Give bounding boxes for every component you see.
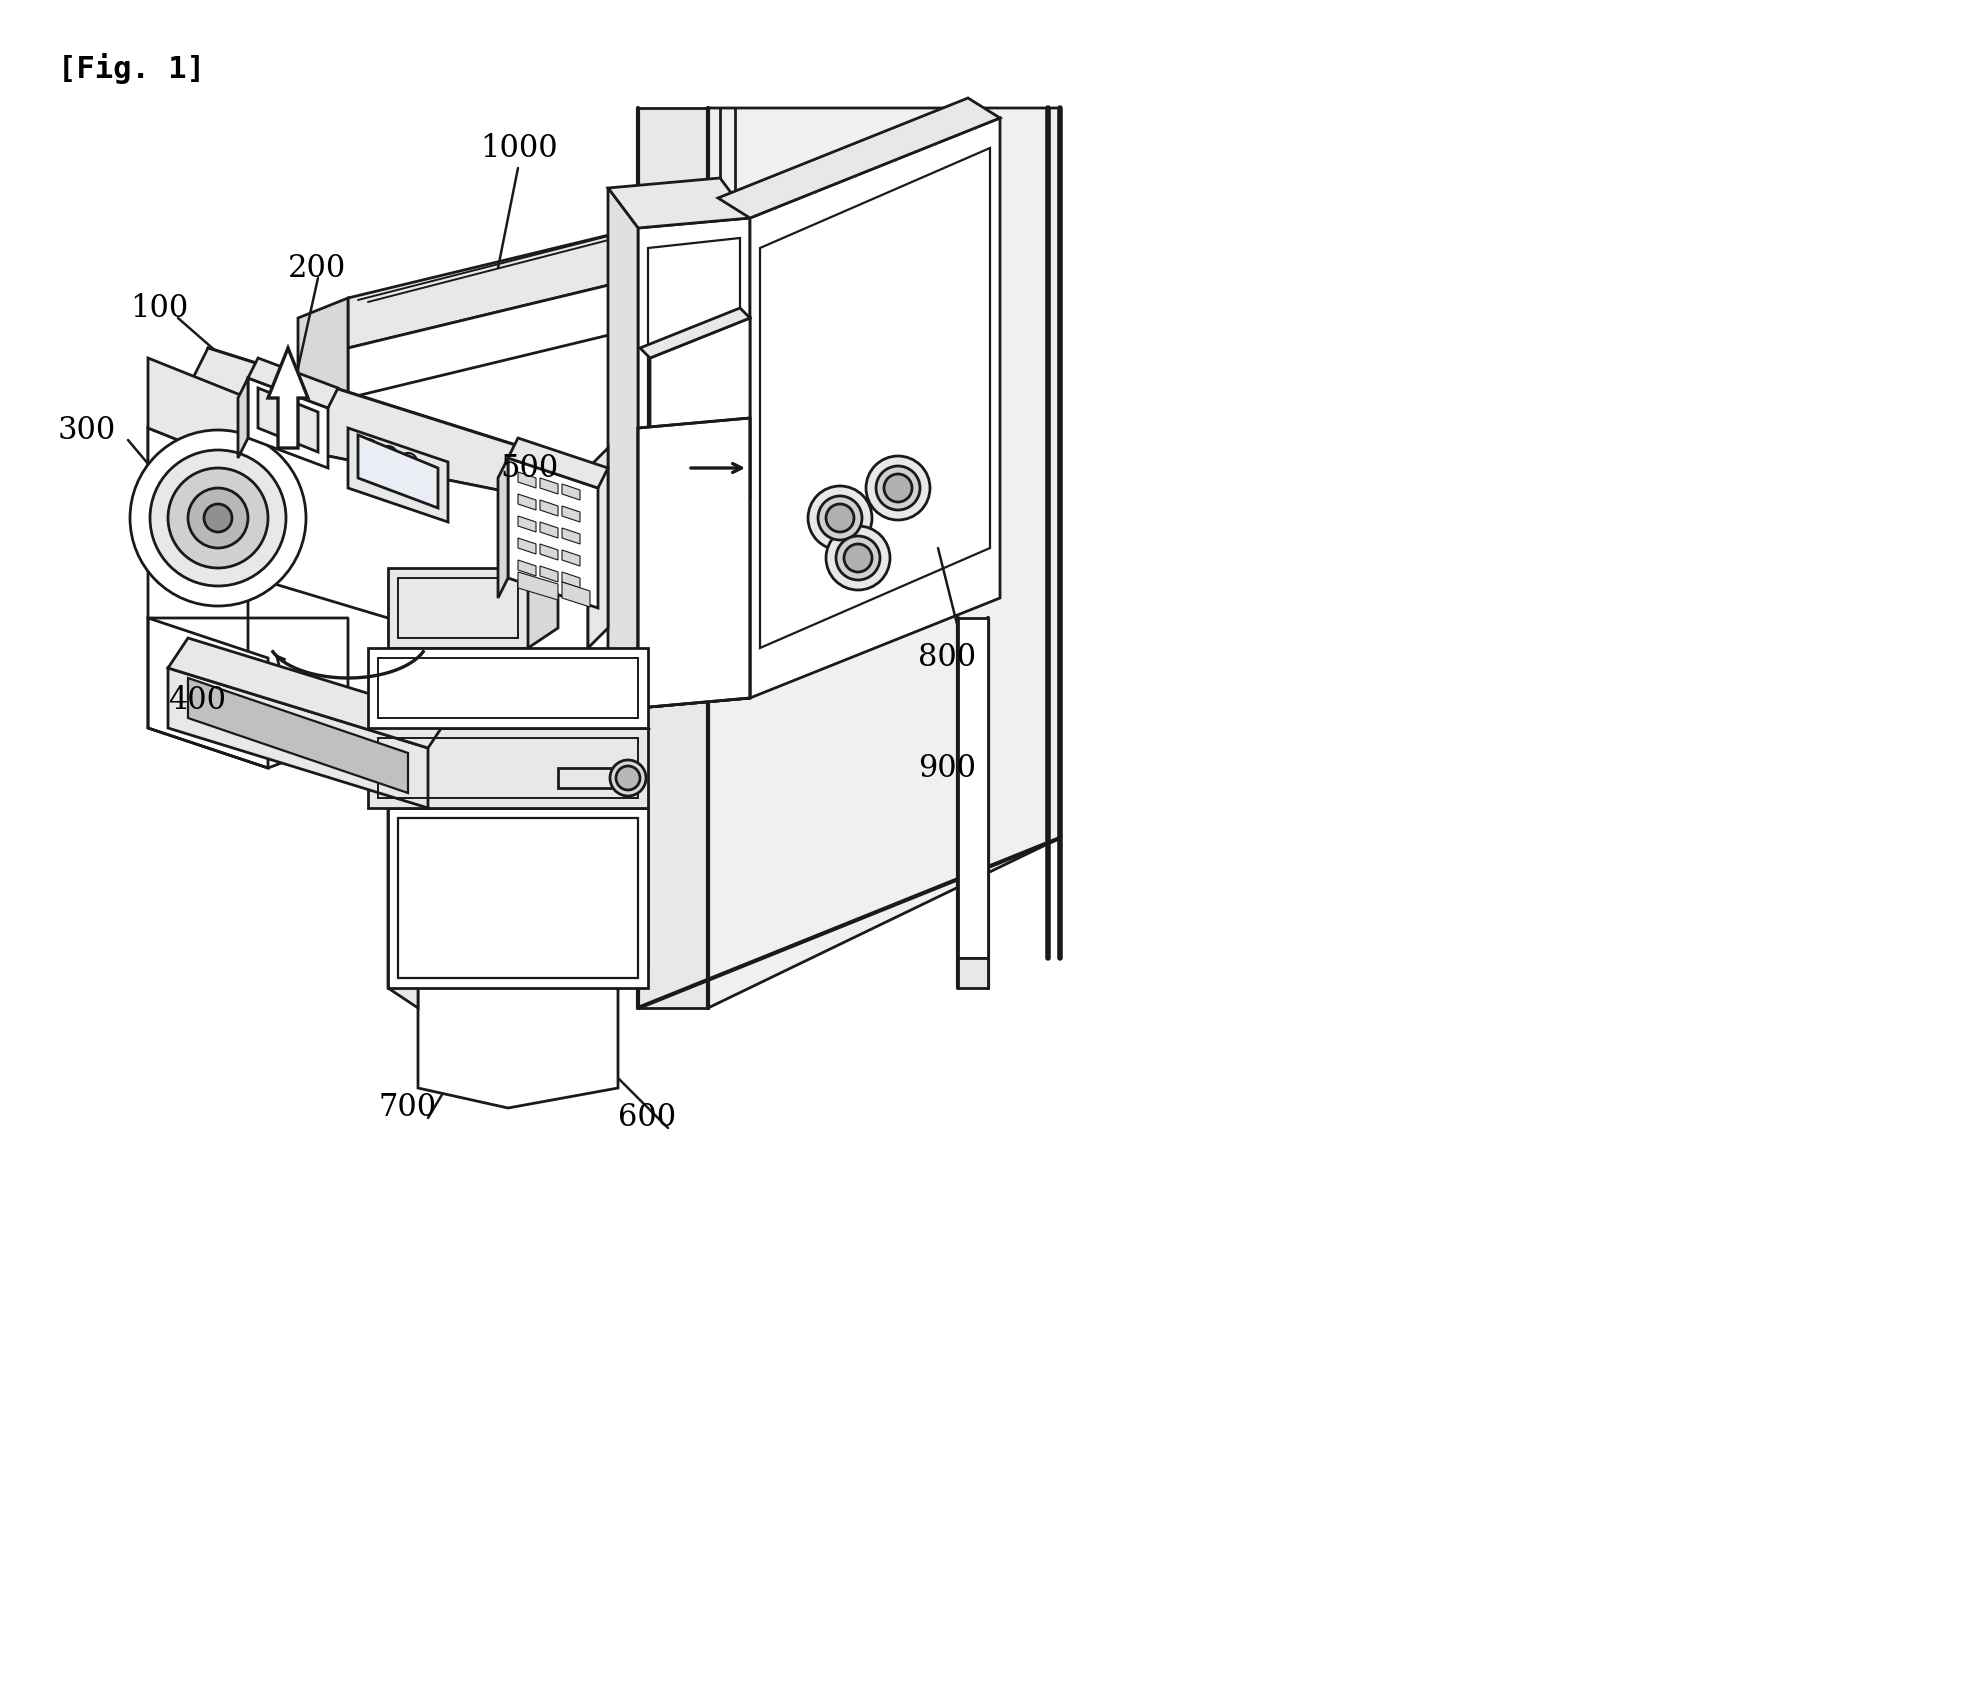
Polygon shape	[389, 809, 418, 1008]
Text: 800: 800	[917, 643, 977, 674]
Text: 400: 400	[168, 685, 227, 716]
Polygon shape	[637, 108, 708, 1008]
Polygon shape	[541, 522, 558, 538]
Circle shape	[616, 766, 639, 790]
Polygon shape	[750, 118, 1000, 699]
Circle shape	[844, 544, 872, 572]
Polygon shape	[562, 572, 580, 587]
Polygon shape	[519, 560, 537, 576]
Text: 900: 900	[917, 753, 977, 783]
Polygon shape	[507, 437, 608, 488]
Circle shape	[809, 486, 872, 550]
Polygon shape	[562, 484, 580, 500]
Polygon shape	[418, 967, 618, 1107]
Text: 1000: 1000	[479, 132, 558, 164]
Polygon shape	[608, 177, 750, 228]
Text: 500: 500	[499, 452, 558, 483]
Polygon shape	[357, 436, 438, 508]
Text: 600: 600	[618, 1102, 677, 1134]
Polygon shape	[347, 279, 637, 398]
Polygon shape	[369, 728, 647, 809]
Polygon shape	[519, 473, 537, 488]
Polygon shape	[708, 108, 1060, 1008]
Polygon shape	[507, 457, 598, 608]
Circle shape	[884, 474, 912, 501]
Polygon shape	[347, 429, 448, 522]
Polygon shape	[562, 582, 590, 608]
Polygon shape	[497, 457, 507, 598]
Polygon shape	[562, 528, 580, 544]
Polygon shape	[637, 218, 750, 707]
Polygon shape	[168, 668, 428, 809]
Circle shape	[876, 466, 919, 510]
Polygon shape	[618, 788, 647, 987]
Polygon shape	[637, 419, 750, 707]
Polygon shape	[558, 768, 618, 788]
Polygon shape	[249, 358, 337, 408]
Circle shape	[866, 456, 929, 520]
Polygon shape	[418, 928, 618, 987]
Polygon shape	[239, 378, 249, 457]
Polygon shape	[541, 565, 558, 582]
Polygon shape	[718, 98, 1000, 218]
Polygon shape	[389, 809, 647, 987]
Circle shape	[837, 537, 880, 581]
Text: 100: 100	[130, 292, 187, 324]
Polygon shape	[541, 478, 558, 495]
Circle shape	[610, 760, 645, 797]
Circle shape	[827, 527, 890, 591]
Polygon shape	[148, 388, 187, 468]
Text: 700: 700	[379, 1092, 436, 1124]
Polygon shape	[187, 429, 588, 679]
Polygon shape	[187, 348, 588, 508]
Text: [Fig. 1]: [Fig. 1]	[57, 52, 205, 83]
Polygon shape	[562, 506, 580, 522]
Polygon shape	[168, 638, 448, 748]
Polygon shape	[529, 549, 558, 648]
Polygon shape	[369, 648, 647, 728]
Polygon shape	[649, 317, 750, 538]
Polygon shape	[249, 378, 328, 468]
Circle shape	[827, 505, 854, 532]
Circle shape	[130, 430, 306, 606]
Circle shape	[399, 474, 416, 493]
Circle shape	[359, 439, 377, 457]
Polygon shape	[148, 429, 249, 658]
Polygon shape	[608, 187, 637, 707]
Polygon shape	[148, 618, 268, 768]
Circle shape	[203, 505, 233, 532]
Polygon shape	[298, 299, 347, 419]
Polygon shape	[541, 500, 558, 517]
Polygon shape	[519, 572, 558, 599]
Circle shape	[187, 488, 249, 549]
Circle shape	[359, 461, 377, 479]
Circle shape	[379, 446, 397, 464]
Circle shape	[379, 468, 397, 486]
Polygon shape	[959, 618, 988, 959]
Text: 200: 200	[288, 253, 345, 284]
Polygon shape	[519, 538, 537, 554]
Polygon shape	[187, 679, 408, 793]
Text: 300: 300	[57, 415, 116, 446]
Polygon shape	[541, 544, 558, 560]
Polygon shape	[347, 228, 637, 348]
Circle shape	[150, 451, 286, 586]
Polygon shape	[369, 707, 647, 728]
Circle shape	[168, 468, 268, 567]
Polygon shape	[148, 358, 249, 468]
Polygon shape	[588, 447, 608, 648]
Polygon shape	[639, 307, 750, 358]
Polygon shape	[519, 517, 537, 532]
Polygon shape	[268, 348, 308, 447]
Polygon shape	[258, 388, 318, 452]
Circle shape	[399, 452, 416, 471]
Polygon shape	[959, 959, 988, 987]
Polygon shape	[562, 550, 580, 565]
Polygon shape	[389, 567, 529, 648]
Polygon shape	[519, 495, 537, 510]
Circle shape	[819, 496, 862, 540]
